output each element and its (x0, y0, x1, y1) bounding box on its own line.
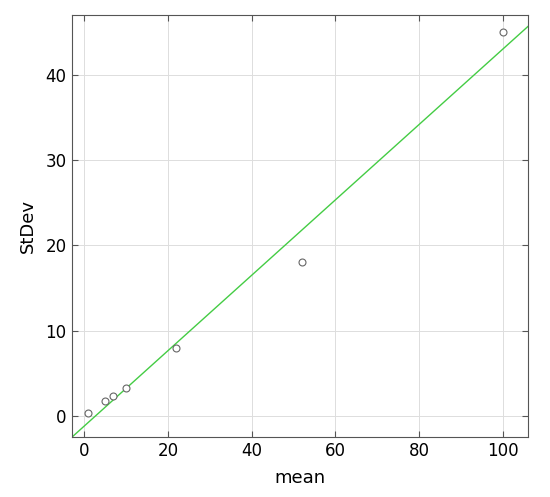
Point (172, 344, 180, 352)
Y-axis label: StDev: StDev (19, 199, 37, 253)
Point (101, 397, 109, 405)
Point (498, 28, 507, 36)
Point (84, 410, 92, 417)
Point (298, 258, 306, 266)
X-axis label: mean: mean (274, 469, 325, 487)
Point (109, 393, 118, 401)
Point (122, 384, 130, 392)
